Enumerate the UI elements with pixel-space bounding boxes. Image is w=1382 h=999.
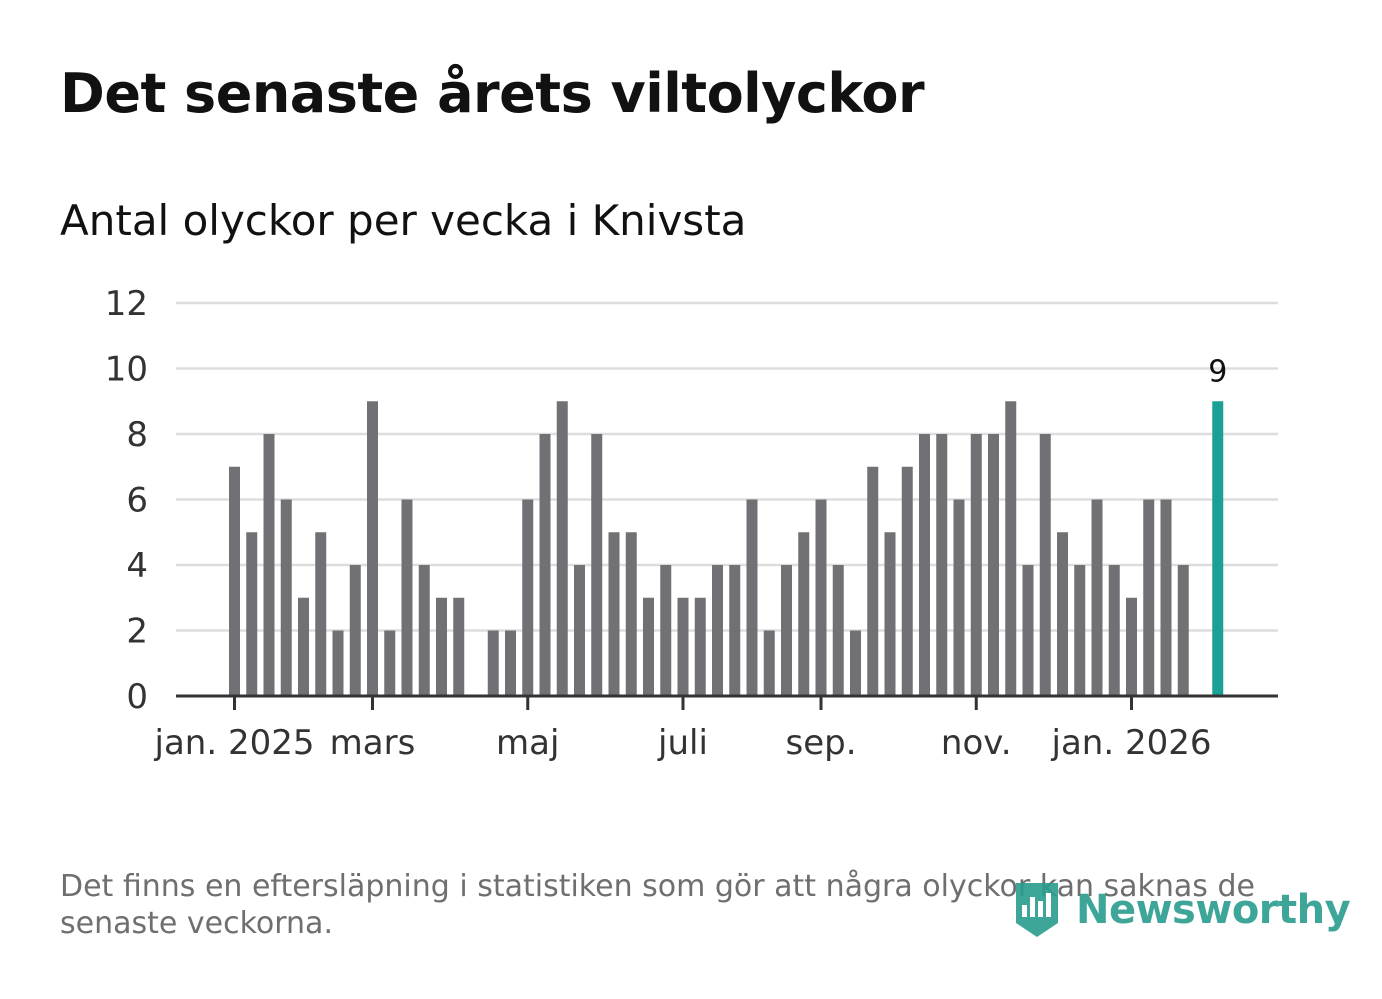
x-axis <box>176 694 1278 710</box>
bar <box>591 434 603 696</box>
bar <box>1143 499 1155 696</box>
bar <box>1160 499 1172 696</box>
bar <box>677 597 689 696</box>
y-tick-label: 4 <box>126 546 148 586</box>
bar <box>574 565 585 696</box>
bar <box>988 434 999 696</box>
newsworthy-chart-icon <box>1016 883 1058 937</box>
y-axis-tick-labels: 0 2 4 6 8 10 12 <box>105 284 148 717</box>
bar <box>643 597 654 696</box>
bar <box>1074 565 1086 696</box>
bar <box>884 532 896 696</box>
x-axis-tick-labels: jan. 2025 mars maj juli sep. nov. jan. 2026 <box>154 723 1212 763</box>
bar <box>1039 434 1051 696</box>
x-tick-label: mars <box>330 723 416 763</box>
bar <box>625 532 637 696</box>
chart-title: Det senaste årets viltolyckor <box>60 62 925 125</box>
bar <box>384 630 396 696</box>
bar <box>539 434 551 696</box>
bar <box>556 401 568 696</box>
bar <box>712 565 723 696</box>
y-tick-label: 2 <box>126 612 148 652</box>
bar <box>246 532 258 696</box>
bar <box>660 565 672 696</box>
bar <box>815 499 827 696</box>
bar <box>418 565 430 696</box>
bar <box>1022 565 1034 696</box>
bar <box>970 434 982 696</box>
bar <box>608 532 620 696</box>
bar <box>1177 565 1189 696</box>
brand-name: Newsworthy <box>1076 887 1351 933</box>
bar <box>694 597 706 696</box>
x-tick-label: jan. 2025 <box>154 723 315 763</box>
bar-highlight <box>1212 401 1224 696</box>
bar <box>746 499 758 696</box>
bar <box>332 630 344 696</box>
bar <box>1126 597 1137 696</box>
x-tick-label: sep. <box>785 723 856 763</box>
bar <box>763 630 775 696</box>
bar <box>263 434 275 696</box>
y-tick-label: 10 <box>105 350 148 390</box>
y-tick-label: 6 <box>126 481 148 521</box>
bar <box>1005 401 1017 696</box>
bars <box>229 401 1224 696</box>
bar <box>901 466 913 696</box>
bar <box>436 597 447 696</box>
bar <box>315 532 327 696</box>
bar <box>781 565 792 696</box>
y-tick-label: 8 <box>126 415 148 455</box>
y-tick-label: 0 <box>126 677 148 717</box>
bar <box>367 401 378 696</box>
bar <box>401 499 413 696</box>
x-tick-label: maj <box>496 723 559 763</box>
bar <box>349 565 361 696</box>
bar <box>729 565 741 696</box>
bar <box>1091 499 1103 696</box>
bar <box>867 466 879 696</box>
bar <box>1108 565 1120 696</box>
bar <box>953 499 965 696</box>
bar <box>280 499 292 696</box>
bar <box>832 565 844 696</box>
annotations: 9 <box>1208 354 1227 389</box>
bar <box>453 597 465 696</box>
bar <box>229 466 240 696</box>
bar <box>298 597 309 696</box>
newsworthy-logo[interactable]: Newsworthy <box>1012 878 1351 942</box>
bar <box>850 630 861 696</box>
highlight-value-label: 9 <box>1208 354 1227 389</box>
bar <box>522 499 534 696</box>
bar <box>1057 532 1068 696</box>
x-tick-label: juli <box>657 723 708 763</box>
x-tick-label: jan. 2026 <box>1051 723 1212 763</box>
bar <box>487 630 499 696</box>
chart-subtitle: Antal olyckor per vecka i Knivsta <box>60 196 747 245</box>
bar <box>936 434 948 696</box>
x-tick-label: nov. <box>941 723 1012 763</box>
bar <box>505 630 516 696</box>
y-tick-label: 12 <box>105 284 148 324</box>
bar <box>919 434 930 696</box>
bar <box>798 532 810 696</box>
